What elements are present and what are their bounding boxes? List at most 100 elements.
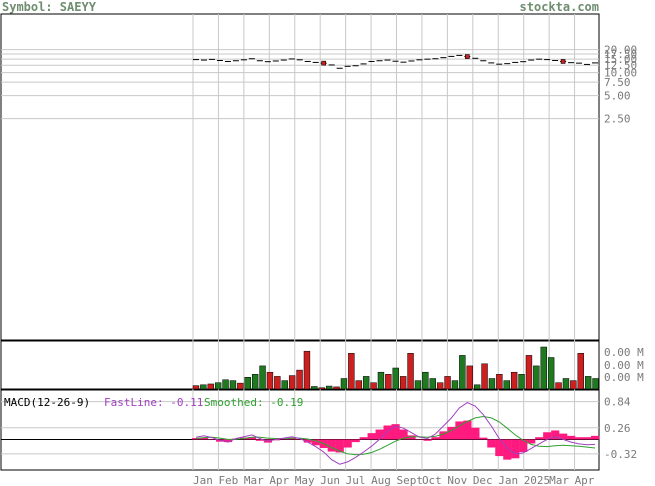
price-y-tick: 17.50	[604, 48, 637, 61]
volume-bar	[436, 382, 444, 390]
x-tick-label: Mar	[549, 474, 569, 486]
x-tick-label: Sept	[397, 474, 424, 486]
macd-histogram-bar	[399, 429, 408, 440]
volume-bar	[473, 384, 481, 390]
volume-bar	[451, 380, 459, 390]
macd-histogram-bar	[519, 439, 528, 453]
x-tick-label: Oct	[422, 474, 442, 486]
volume-bar	[540, 346, 547, 390]
macd-histogram-bar	[351, 439, 360, 443]
volume-bar	[399, 376, 407, 390]
macd-histogram-bar	[487, 439, 496, 448]
x-tick-label: Jun	[320, 474, 340, 486]
x-tick-label: Apr	[575, 474, 595, 486]
volume-bar	[422, 371, 429, 390]
macd-histogram-bar	[303, 439, 312, 443]
macd-panel-frame	[0, 389, 600, 471]
volume-bar	[288, 375, 296, 390]
macd-histogram-bar	[343, 439, 352, 448]
price-y-tick: 7.50	[604, 76, 631, 89]
symbol-label: Symbol: SAEYY	[2, 0, 96, 14]
volume-y-tick: 0.00 M	[604, 371, 644, 384]
volume-bar	[362, 376, 370, 390]
macd-histogram-bar	[375, 429, 384, 440]
macd-histogram-bar	[311, 439, 320, 446]
volume-bar	[200, 384, 207, 390]
macd-histogram-bar	[423, 439, 432, 441]
macd-histogram-bar	[383, 425, 392, 440]
macd-histogram-bar	[591, 435, 600, 440]
macd-histogram-bar	[583, 437, 592, 440]
volume-bar	[481, 363, 488, 390]
volume-bar	[577, 353, 584, 390]
volume-bar	[503, 380, 510, 390]
price-y-tick: 20.00	[604, 44, 637, 57]
macd-histogram-bar	[367, 433, 376, 440]
price-candle	[465, 54, 470, 59]
volume-bar	[207, 383, 214, 390]
volume-bar	[533, 365, 540, 390]
volume-bar	[296, 369, 303, 390]
macd-histogram-bar	[431, 437, 440, 440]
volume-bar	[444, 376, 451, 390]
macd-histogram-bar	[495, 439, 504, 457]
macd-histogram-bar	[391, 424, 400, 440]
macd-histogram-bar	[527, 439, 536, 444]
volume-bar	[266, 371, 274, 390]
volume-bar	[377, 371, 385, 390]
macd-histogram-bar	[559, 433, 568, 440]
macd-fast-legend: FastLine: -0.11	[104, 396, 203, 409]
x-tick-label: May	[295, 474, 315, 486]
volume-bar	[251, 374, 259, 390]
volume-bar	[466, 365, 473, 390]
macd-histogram-bar	[567, 435, 576, 440]
volume-bar	[222, 379, 229, 390]
volume-bar	[392, 367, 399, 390]
volume-bar	[562, 378, 570, 390]
macd-histogram-bar	[511, 439, 520, 459]
macd-histogram-bar	[255, 439, 265, 441]
macd-histogram-bar	[223, 439, 233, 443]
macd-histogram-bar	[335, 439, 344, 453]
x-tick-label: Jan	[193, 474, 213, 486]
volume-bar	[510, 371, 518, 390]
price-y-tick: 12.50	[604, 59, 637, 72]
volume-bar	[518, 374, 525, 390]
volume-bar	[370, 382, 377, 390]
macd-histogram-bar	[455, 421, 464, 440]
x-tick-label: Jan	[498, 474, 518, 486]
macd-y-tick: 0.84	[604, 396, 631, 409]
volume-bar	[192, 385, 200, 390]
price-candle	[321, 60, 326, 66]
volume-bar	[274, 376, 281, 390]
macd-smoothed-line	[195, 415, 596, 456]
macd-histogram-bar	[407, 435, 416, 440]
x-tick-label: 2025	[524, 474, 551, 486]
x-tick-label: Nov	[447, 474, 467, 486]
x-tick-label: Mar	[244, 474, 264, 486]
macd-histogram-bar	[287, 438, 296, 440]
site-label[interactable]: stockta.com	[519, 0, 599, 14]
price-panel-frame	[0, 13, 600, 341]
volume-bar	[407, 353, 414, 390]
macd-histogram-bar	[551, 430, 560, 440]
volume-bar	[429, 378, 436, 390]
volume-bar	[555, 382, 562, 390]
volume-bar	[311, 386, 318, 390]
price-candle	[560, 59, 566, 64]
volume-bar	[259, 365, 266, 390]
volume-bar	[318, 387, 325, 390]
volume-bar	[570, 380, 577, 390]
macd-histogram-bar	[535, 437, 544, 440]
volume-bar	[459, 355, 466, 390]
macd-histogram-bar	[479, 437, 488, 440]
macd-histogram-bar	[463, 420, 472, 440]
macd-histogram-bar	[199, 437, 209, 440]
macd-histogram-bar	[439, 431, 448, 440]
volume-bar	[333, 386, 340, 390]
macd-y-tick: 0.26	[604, 422, 631, 435]
x-tick-label: Dec	[473, 474, 493, 486]
macd-histogram-bar	[359, 437, 368, 440]
macd-title: MACD(12-26-9)	[4, 396, 90, 409]
